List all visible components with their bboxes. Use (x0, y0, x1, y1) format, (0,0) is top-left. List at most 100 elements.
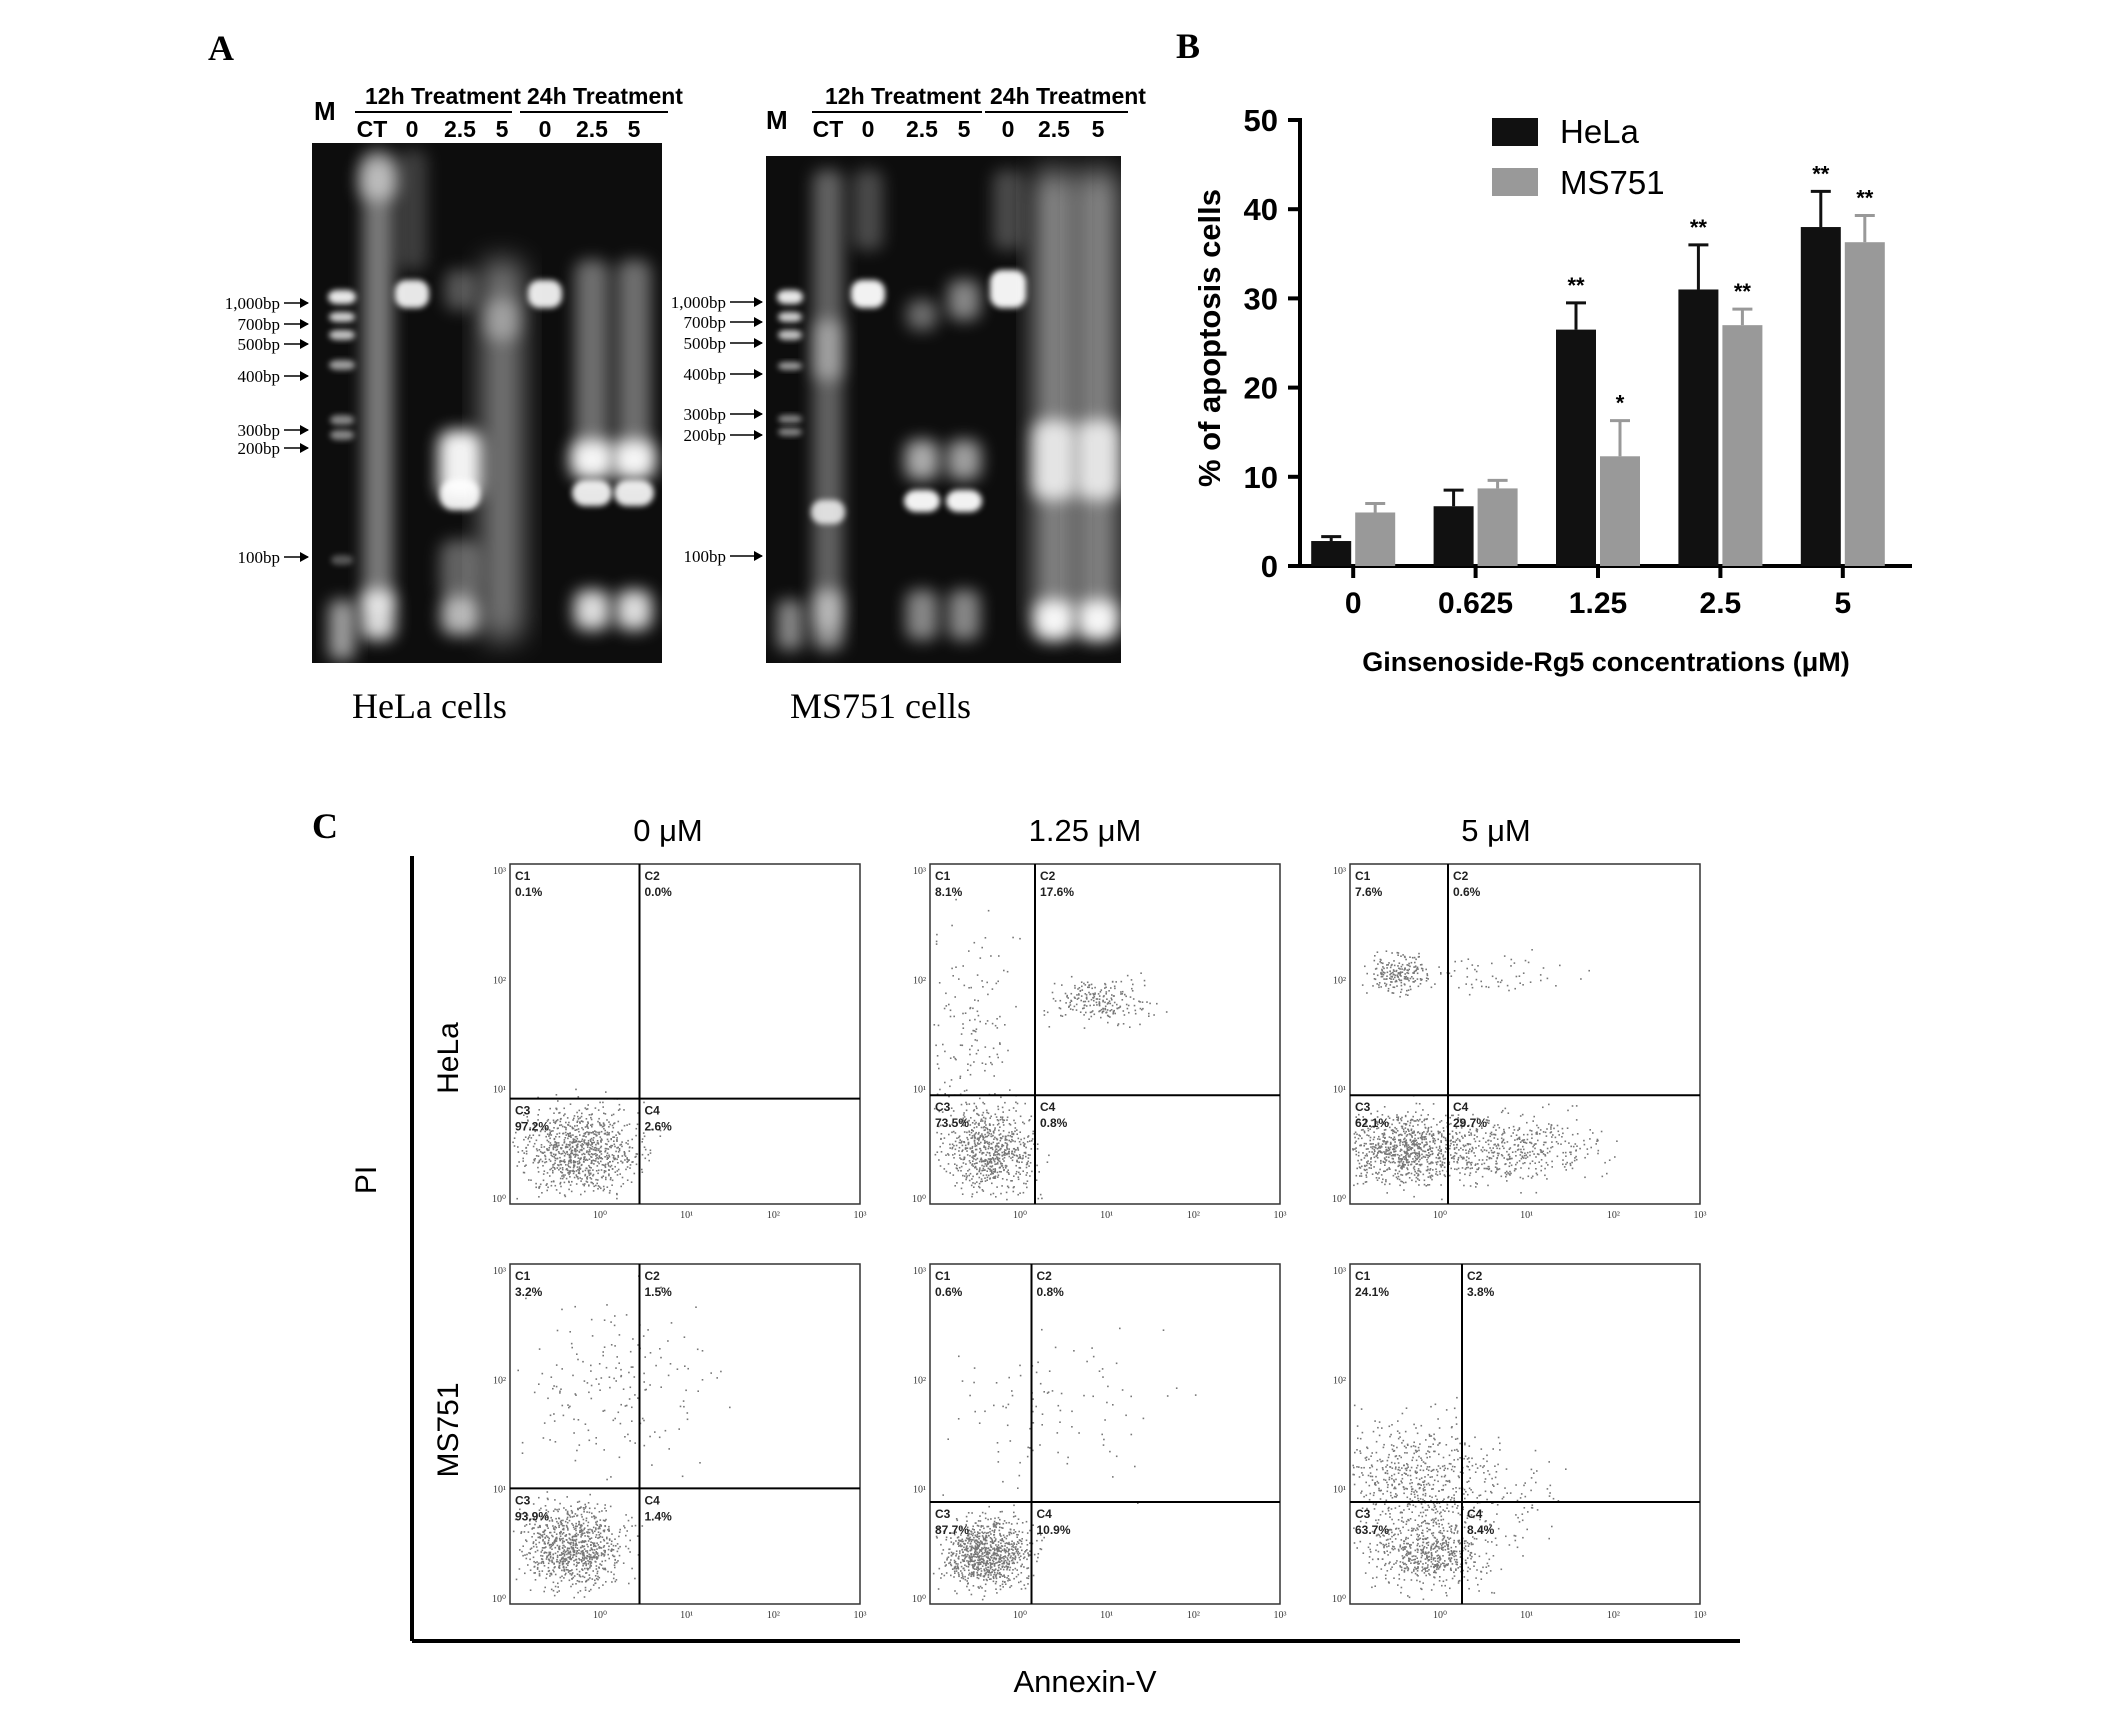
flow-event (1458, 986, 1460, 989)
flow-event (556, 1133, 558, 1135)
gel-hela-marker-label: M (314, 96, 336, 126)
flow-event (983, 1146, 985, 1148)
flow-event (521, 1550, 523, 1553)
flow-event (637, 1344, 639, 1346)
flow-event (563, 1577, 565, 1579)
flow-x-tick: 10³ (854, 1210, 867, 1221)
flow-event (1576, 1145, 1578, 1147)
flow-event (1078, 987, 1081, 989)
flow-event (938, 1125, 940, 1128)
flow-event (566, 1547, 569, 1549)
quadrant-name: C1 (935, 869, 951, 883)
flow-event (1417, 1143, 1420, 1145)
flow-x-tick: 10⁰ (593, 1210, 607, 1221)
flow-event (1391, 952, 1393, 954)
flow-event (595, 1556, 597, 1559)
flow-event (992, 1124, 995, 1126)
flow-event (1480, 980, 1482, 983)
flow-event (967, 1553, 969, 1556)
flow-event (1132, 998, 1135, 1000)
flow-event (1011, 1138, 1013, 1141)
flow-event (596, 1140, 599, 1142)
flow-event (1365, 1181, 1368, 1183)
flow-event (562, 1560, 564, 1562)
flow-event (587, 1568, 589, 1571)
flow-event (608, 1126, 610, 1128)
flow-event (544, 1586, 546, 1589)
flow-event (1005, 1167, 1007, 1169)
flow-event (989, 1124, 991, 1126)
flow-event (1486, 1119, 1489, 1122)
flow-event (591, 1335, 594, 1337)
flow-event (536, 1129, 538, 1132)
flow-event (1386, 1150, 1388, 1152)
flow-event (1388, 1117, 1391, 1119)
flow-event (525, 1524, 528, 1526)
flow-event (1095, 998, 1098, 1000)
flow-event (1059, 999, 1062, 1002)
flow-event (1388, 1149, 1390, 1152)
flow-event (578, 1580, 580, 1583)
flow-event (565, 1121, 567, 1124)
flow-event (568, 1570, 571, 1572)
flow-event (553, 1528, 555, 1530)
flow-event (1452, 1156, 1455, 1158)
flow-event (563, 1114, 565, 1117)
flow-event (1515, 1134, 1518, 1136)
flow-event (581, 1553, 584, 1555)
flow-event (979, 1558, 981, 1561)
flow-event (533, 1517, 535, 1520)
flow-event (1459, 1118, 1462, 1121)
flow-event (1104, 1008, 1107, 1011)
flow-event (1542, 1144, 1545, 1146)
flow-event (1015, 1170, 1018, 1173)
flow-event (571, 1346, 573, 1349)
flow-event (1134, 1012, 1137, 1015)
flow-event (975, 1131, 977, 1134)
flow-event (1522, 1177, 1524, 1180)
flow-event (587, 1545, 589, 1548)
flow-event (949, 1057, 952, 1059)
gel-band (778, 330, 802, 340)
flow-event (1129, 1026, 1131, 1028)
flow-event (590, 1160, 593, 1162)
flow-event (1493, 1133, 1495, 1136)
flow-event (1381, 1133, 1384, 1135)
flow-event (554, 1184, 557, 1187)
flow-event (551, 1155, 554, 1158)
flow-event (1509, 1157, 1511, 1160)
flow-event (1008, 1139, 1010, 1142)
flow-event (542, 1179, 545, 1182)
flow-event (1377, 1138, 1379, 1140)
flow-event (619, 1545, 621, 1548)
flow-event (588, 1555, 590, 1558)
flow-event (1440, 1140, 1442, 1142)
flow-event (577, 1172, 580, 1174)
flow-event (1377, 1152, 1379, 1154)
flow-event (1514, 1168, 1516, 1170)
flow-event (587, 1567, 590, 1570)
flow-event (1474, 1140, 1477, 1143)
flow-event (1019, 1173, 1021, 1175)
flow-event (973, 941, 976, 944)
flow-event (548, 1133, 551, 1136)
flow-event (1401, 971, 1404, 973)
flow-event (589, 1565, 591, 1567)
flow-event (971, 1137, 974, 1139)
flow-event (1374, 955, 1376, 957)
flow-event (1123, 1014, 1126, 1016)
flow-event (1431, 1147, 1434, 1149)
flow-event (1427, 1184, 1429, 1186)
flow-event (572, 1127, 575, 1130)
flow-event (1393, 1150, 1396, 1153)
flow-event (578, 1549, 580, 1551)
flow-event (1024, 1151, 1027, 1154)
flow-event (582, 1564, 584, 1567)
flow-event (1513, 1169, 1516, 1172)
flow-event (577, 1118, 580, 1120)
flow-event (555, 1135, 557, 1138)
flow-event (1363, 1142, 1366, 1145)
flow-event (566, 1513, 569, 1515)
flow-event (940, 1133, 943, 1135)
flow-event (1011, 1152, 1013, 1155)
